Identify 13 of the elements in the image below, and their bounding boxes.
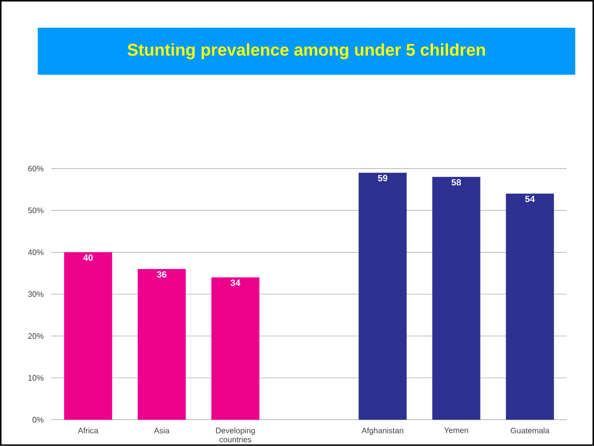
- bar: [432, 176, 480, 420]
- data-label: 58: [452, 179, 461, 186]
- bar: [506, 194, 554, 420]
- bar: [138, 269, 186, 420]
- data-label: 34: [230, 280, 240, 286]
- bar: [211, 277, 260, 420]
- bar: [358, 172, 407, 420]
- data-label: 54: [525, 196, 535, 202]
- data-label: 40: [83, 254, 93, 261]
- bar: [64, 252, 112, 420]
- chart-title: Stunting prevalence among under 5 children: [128, 43, 485, 60]
- data-label: 36: [156, 271, 166, 278]
- data-label: 59: [378, 174, 388, 182]
